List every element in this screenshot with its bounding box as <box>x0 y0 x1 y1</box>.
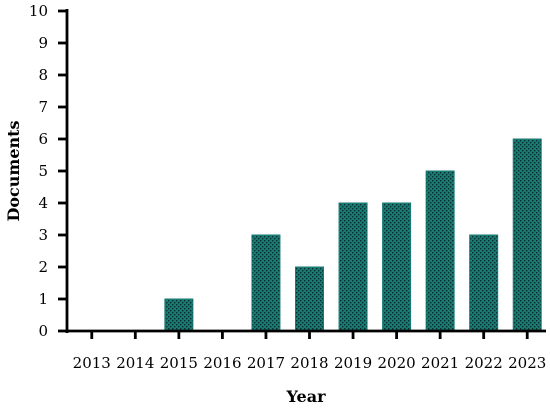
x-tick-label: 2018 <box>290 354 328 372</box>
bars-group <box>164 138 542 332</box>
y-axis-label: Documents <box>4 120 23 221</box>
y-tick-label: 2 <box>38 258 48 276</box>
x-tick-label: 2021 <box>421 354 459 372</box>
bar-2019 <box>338 202 368 332</box>
y-tick-label: 10 <box>29 2 48 20</box>
x-axis-label: Year <box>285 387 326 406</box>
y-tick-label: 8 <box>38 66 48 84</box>
y-tick-label: 1 <box>38 290 48 308</box>
bar-2015 <box>164 298 194 332</box>
y-tick-label: 5 <box>38 162 48 180</box>
x-tick-label: 2019 <box>334 354 372 372</box>
y-tick-label: 6 <box>38 130 48 148</box>
x-tick-label: 2020 <box>377 354 415 372</box>
bar-2021 <box>425 170 455 332</box>
bar-2018 <box>295 266 324 332</box>
y-tick-label: 4 <box>38 194 48 212</box>
y-tick-label: 0 <box>38 322 48 340</box>
y-tick-label: 7 <box>38 98 48 116</box>
x-tick-label: 2022 <box>465 354 503 372</box>
x-tick-label: 2017 <box>247 354 285 372</box>
x-tick-label: 2015 <box>160 354 198 372</box>
bar-2020 <box>382 202 412 332</box>
x-tick-label: 2013 <box>73 354 111 372</box>
x-axis-ticks: 2013 2014 2015 2016 2017 2018 2019 2020 2021 2022… <box>73 331 546 372</box>
bar-2023 <box>512 138 542 332</box>
y-axis-ticks: 0 1 2 3 4 5 6 7 8 9 10 <box>29 2 67 340</box>
bar-2017 <box>251 234 281 332</box>
bar-2022 <box>469 234 499 332</box>
x-tick-label: 2014 <box>116 354 154 372</box>
y-tick-label: 9 <box>38 34 48 52</box>
x-tick-label: 2016 <box>203 354 241 372</box>
x-tick-label: 2023 <box>508 354 546 372</box>
y-tick-label: 3 <box>38 226 48 244</box>
